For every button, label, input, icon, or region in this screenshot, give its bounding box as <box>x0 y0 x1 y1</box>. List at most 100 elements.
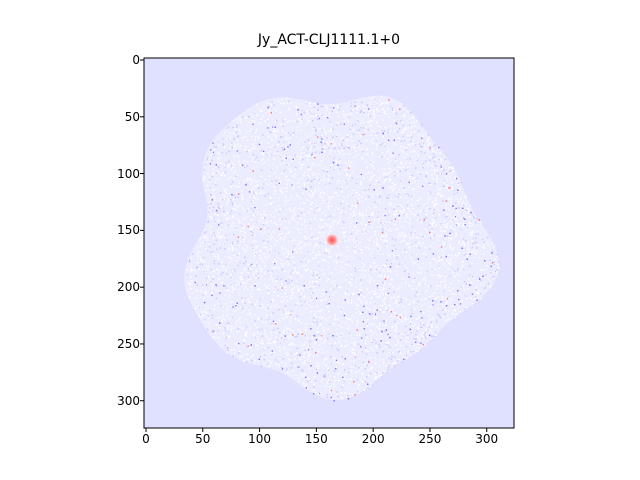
noise-pixel <box>314 214 316 216</box>
noise-pixel <box>395 300 398 302</box>
noise-pixel <box>253 116 255 118</box>
noise-pixel <box>368 275 371 277</box>
noise-pixel <box>443 278 446 280</box>
noise-pixel <box>367 115 370 117</box>
noise-pixel <box>329 323 331 326</box>
noise-pixel <box>417 264 419 266</box>
noise-pixel <box>311 236 313 238</box>
noise-pixel <box>369 357 371 359</box>
noise-pixel <box>477 279 479 281</box>
noise-pixel <box>292 272 294 274</box>
noise-pixel <box>247 246 249 248</box>
noise-pixel <box>288 171 291 173</box>
noise-pixel <box>313 376 316 378</box>
noise-pixel <box>383 323 385 325</box>
noise-pixel <box>444 303 446 306</box>
noise-pixel <box>292 343 294 345</box>
noise-pixel <box>248 116 251 118</box>
noise-pixel <box>259 109 261 111</box>
noise-pixel <box>440 166 442 168</box>
noise-pixel <box>307 193 309 195</box>
noise-pixel <box>427 325 429 327</box>
noise-pixel <box>330 128 332 130</box>
noise-pixel <box>271 167 273 170</box>
noise-pixel <box>448 209 450 211</box>
noise-pixel <box>296 156 298 158</box>
noise-pixel <box>376 371 378 374</box>
noise-pixel <box>408 331 410 334</box>
noise-pixel <box>355 308 358 310</box>
noise-pixel <box>253 196 255 198</box>
noise-pixel <box>305 270 307 272</box>
noise-pixel <box>382 359 384 361</box>
noise-pixel <box>345 187 347 189</box>
noise-pixel <box>298 303 301 305</box>
noise-pixel <box>200 258 202 260</box>
noise-pixel <box>268 292 270 294</box>
noise-pixel <box>263 273 266 275</box>
noise-pixel <box>187 269 190 271</box>
noise-pixel <box>263 246 266 248</box>
noise-pixel <box>409 237 412 239</box>
noise-pixel <box>405 163 407 165</box>
noise-pixel <box>309 245 311 248</box>
noise-pixel <box>239 120 241 122</box>
noise-pixel <box>288 343 290 346</box>
noise-pixel <box>421 305 423 307</box>
noise-pixel <box>315 134 317 136</box>
noise-pixel <box>254 240 256 242</box>
noise-pixel <box>392 109 394 111</box>
noise-pixel <box>412 263 414 265</box>
noise-pixel <box>239 204 241 206</box>
noise-pixel <box>479 293 482 295</box>
noise-pixel <box>384 297 386 299</box>
noise-pixel <box>449 302 451 304</box>
noise-pixel <box>254 216 256 218</box>
noise-pixel <box>479 257 481 259</box>
noise-pixel <box>415 215 418 217</box>
noise-pixel <box>445 199 447 201</box>
noise-pixel <box>285 363 287 365</box>
noise-pixel <box>262 158 264 160</box>
noise-pixel <box>272 280 274 282</box>
noise-pixel <box>218 157 221 159</box>
noise-pixel <box>390 352 392 354</box>
noise-pixel <box>209 163 211 165</box>
noise-pixel <box>452 188 454 190</box>
noise-pixel <box>255 307 257 309</box>
noise-pixel <box>312 128 314 130</box>
noise-pixel <box>370 330 372 332</box>
noise-pixel <box>333 336 335 338</box>
noise-pixel <box>403 106 405 108</box>
noise-pixel <box>366 323 369 325</box>
noise-pixel <box>333 107 335 109</box>
noise-pixel <box>429 265 431 267</box>
noise-pixel <box>305 155 307 157</box>
noise-pixel <box>303 255 305 257</box>
noise-pixel <box>220 345 222 347</box>
noise-pixel <box>413 262 416 264</box>
noise-pixel <box>315 113 317 116</box>
noise-pixel <box>261 347 264 349</box>
noise-pixel <box>486 243 488 245</box>
noise-pixel <box>204 228 206 230</box>
noise-pixel <box>381 96 383 98</box>
noise-pixel <box>369 308 371 310</box>
noise-pixel <box>314 316 316 318</box>
noise-pixel <box>237 209 239 211</box>
noise-pixel <box>215 181 217 184</box>
noise-pixel <box>374 313 377 316</box>
noise-pixel <box>388 365 391 367</box>
noise-pixel <box>273 352 276 354</box>
noise-pixel <box>263 363 265 365</box>
noise-pixel <box>273 127 275 129</box>
noise-pixel <box>315 210 317 212</box>
noise-pixel <box>226 239 228 241</box>
noise-pixel <box>285 280 287 282</box>
noise-pixel <box>487 278 489 281</box>
noise-pixel <box>366 319 368 321</box>
noise-pixel <box>387 292 389 295</box>
noise-pixel <box>257 275 259 277</box>
noise-pixel <box>329 296 332 299</box>
noise-pixel <box>212 204 214 206</box>
